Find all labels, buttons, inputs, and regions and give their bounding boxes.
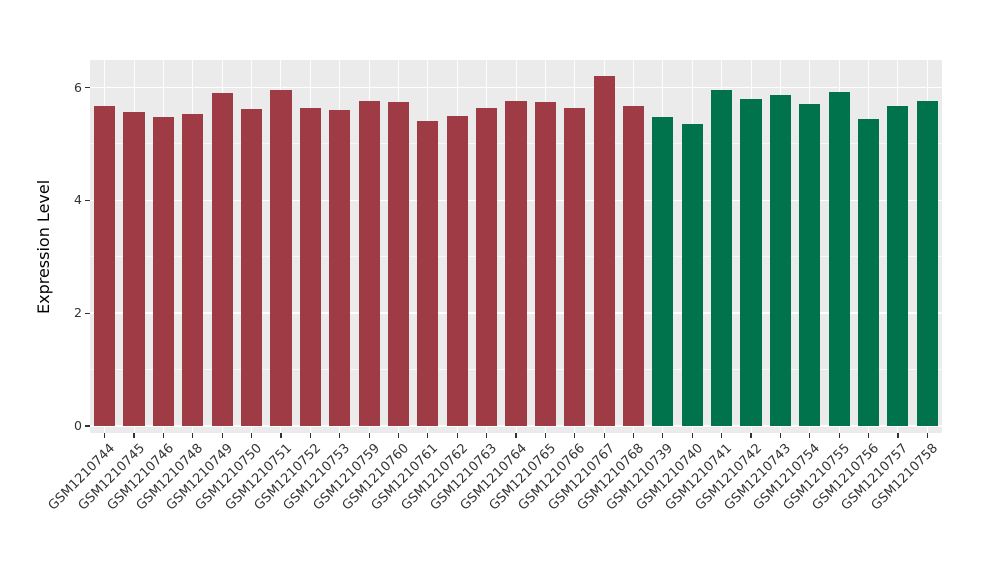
bar-GSM1210744	[94, 106, 116, 426]
bar-GSM1210741	[711, 90, 733, 426]
x-axis-tick	[162, 433, 165, 438]
bar-GSM1210763	[476, 108, 498, 426]
y-axis-tick	[85, 425, 90, 427]
y-tick-label: 2	[74, 305, 82, 321]
bar-GSM1210762	[446, 115, 468, 426]
bar-GSM1210751	[270, 90, 292, 426]
y-tick-label: 4	[74, 192, 82, 208]
x-axis-tick	[368, 433, 370, 438]
bar-GSM1210756	[857, 119, 880, 426]
bar-GSM1210758	[916, 100, 938, 426]
x-axis-tick	[574, 433, 576, 438]
x-axis-tick	[133, 433, 135, 438]
y-axis-tick	[85, 312, 90, 314]
y-tick-label: 6	[74, 79, 82, 95]
plot-panel	[90, 60, 942, 433]
bar-GSM1210745	[123, 111, 145, 426]
x-axis-tick	[339, 433, 341, 438]
bar-GSM1210766	[564, 108, 586, 426]
x-axis-tick	[221, 433, 223, 438]
x-axis-tick	[515, 433, 517, 438]
x-axis-tick	[632, 433, 635, 438]
x-axis-tick	[779, 433, 781, 438]
x-axis-tick	[309, 433, 311, 438]
y-tick-label: 0	[74, 418, 82, 433]
bar-GSM1210760	[387, 101, 410, 426]
bar-GSM1210764	[505, 100, 527, 426]
x-axis-tick	[809, 433, 811, 438]
bar-GSM1210750	[241, 108, 263, 426]
x-axis-tick	[691, 433, 693, 438]
bar-GSM1210765	[534, 102, 556, 426]
x-axis-tick	[897, 433, 899, 438]
x-axis-tick	[486, 433, 488, 438]
bar-GSM1210742	[740, 98, 762, 426]
bar-GSM1210752	[299, 108, 321, 426]
bar-GSM1210754	[799, 104, 821, 426]
x-axis-tick	[750, 433, 752, 438]
bar-GSM1210768	[622, 105, 645, 426]
x-axis-tick	[838, 433, 840, 438]
x-axis-tick	[280, 433, 282, 438]
x-axis-tick	[250, 433, 253, 438]
bar-GSM1210753	[329, 110, 351, 426]
bar-GSM1210743	[769, 94, 791, 426]
y-axis-title: Expression Level	[34, 179, 53, 314]
x-axis-tick	[926, 433, 928, 438]
bar-GSM1210755	[828, 91, 850, 426]
bar-GSM1210767	[593, 76, 615, 426]
bar-GSM1210757	[887, 106, 909, 426]
bar-GSM1210761	[417, 121, 439, 426]
y-axis-tick	[85, 86, 90, 89]
x-axis-tick	[456, 433, 458, 438]
x-axis-tick	[662, 433, 664, 438]
bar-GSM1210740	[681, 124, 703, 426]
x-axis-tick	[397, 433, 400, 438]
x-axis-tick	[427, 433, 429, 438]
x-axis-tick	[104, 433, 106, 438]
x-axis-tick	[603, 433, 605, 438]
bar-GSM1210759	[358, 100, 380, 426]
bar-GSM1210739	[652, 117, 674, 426]
x-axis-tick	[544, 433, 546, 438]
y-axis-tick	[85, 199, 90, 201]
bar-GSM1210748	[182, 114, 204, 426]
bar-GSM1210749	[211, 93, 233, 426]
bar-GSM1210746	[152, 117, 174, 426]
x-axis-tick	[867, 433, 870, 438]
x-axis-tick	[721, 433, 723, 438]
x-axis-tick	[192, 433, 194, 438]
